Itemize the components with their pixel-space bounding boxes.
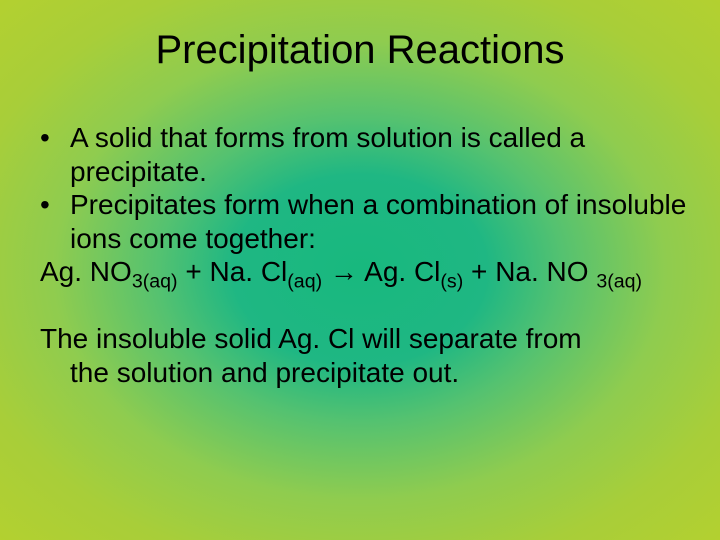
slide-body: A solid that forms from solution is call… [20,121,700,390]
slide-title: Precipitation Reactions [20,28,700,73]
bullet-item: A solid that forms from solution is call… [30,121,690,188]
chemical-equation: Ag. NO3(aq) + Na. Cl(aq) → Ag. Cl(s) + N… [30,255,690,294]
reactant-1-sub: 3(aq) [132,271,178,293]
product-2-sub: 3(aq) [596,271,642,293]
plus-sign: + [463,256,495,287]
reactant-2-sub: (aq) [287,271,322,293]
bullet-item: Precipitates form when a combination of … [30,188,690,255]
closing-line-2: the solution and precipitate out. [40,356,690,390]
reactant-2: Na. Cl [209,256,287,287]
closing-line-1: The insoluble solid Ag. Cl will separate… [40,323,582,354]
slide-container: Precipitation Reactions A solid that for… [0,0,720,540]
arrow: → [322,256,364,287]
closing-text: The insoluble solid Ag. Cl will separate… [30,322,690,389]
product-1-sub: (s) [440,271,463,293]
product-2: Na. NO [495,256,596,287]
product-1: Ag. Cl [364,256,440,287]
plus-sign: + [178,256,210,287]
reactant-1: Ag. NO [40,256,132,287]
